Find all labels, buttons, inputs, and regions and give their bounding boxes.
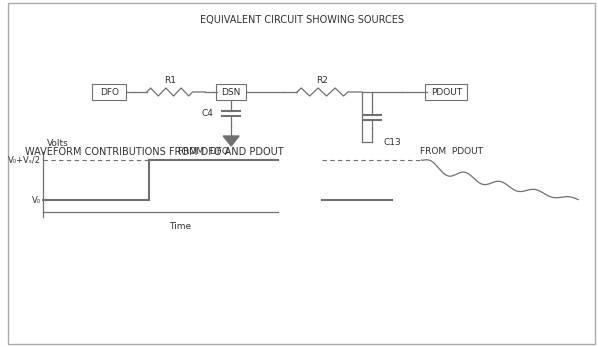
Text: R1: R1	[164, 76, 176, 85]
Text: Time: Time	[169, 222, 191, 231]
Bar	[216, 84, 246, 100]
Text: PDOUT: PDOUT	[431, 87, 462, 96]
Text: Volts: Volts	[47, 139, 69, 148]
Text: V₀: V₀	[32, 195, 41, 204]
Text: V₀+Vₛ/2: V₀+Vₛ/2	[8, 155, 41, 164]
Text: FROM  PDOUT: FROM PDOUT	[420, 147, 483, 156]
Text: WAVEFORM CONTRIBUTIONS FROM DFO AND PDOUT: WAVEFORM CONTRIBUTIONS FROM DFO AND PDOU…	[25, 147, 283, 157]
Text: EQUIVALENT CIRCUIT SHOWING SOURCES: EQUIVALENT CIRCUIT SHOWING SOURCES	[200, 15, 404, 25]
Text: DFO: DFO	[100, 87, 119, 96]
Text: DSN: DSN	[221, 87, 241, 96]
Bar	[92, 84, 126, 100]
Bar	[426, 84, 467, 100]
Text: R2: R2	[316, 76, 328, 85]
Polygon shape	[223, 136, 239, 146]
Text: FROM  DFO: FROM DFO	[178, 147, 229, 156]
Text: C13: C13	[384, 138, 402, 147]
Text: C4: C4	[202, 109, 213, 118]
